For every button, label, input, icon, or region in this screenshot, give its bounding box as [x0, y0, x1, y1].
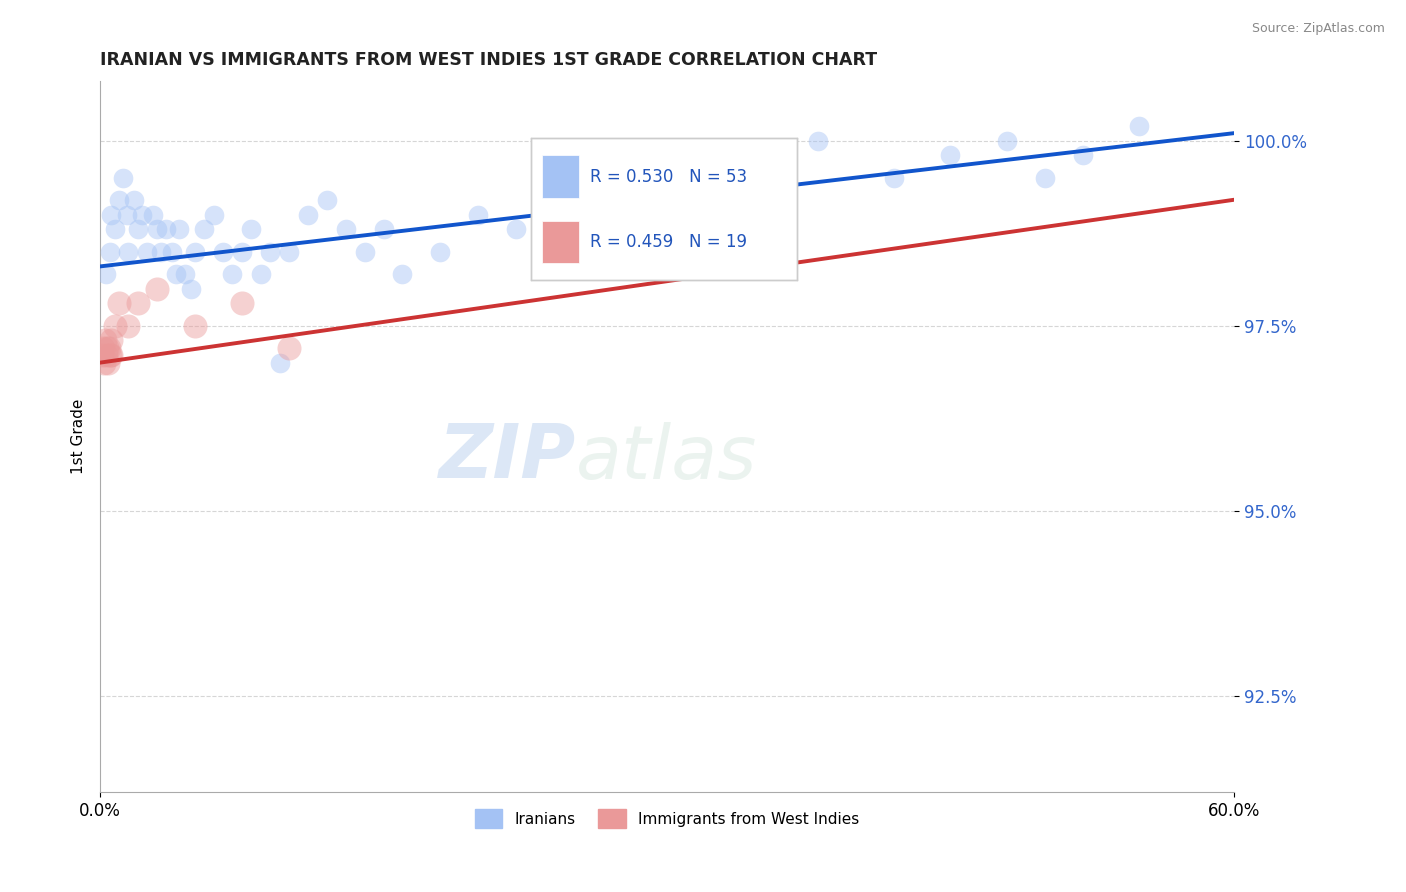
- Point: [100, 334, 122, 348]
- Point: [146, 282, 169, 296]
- Point: [91, 341, 114, 355]
- Point: [619, 170, 641, 185]
- Legend: Iranians, Immigrants from West Indies: Iranians, Immigrants from West Indies: [468, 803, 866, 834]
- Text: Source: ZipAtlas.com: Source: ZipAtlas.com: [1251, 22, 1385, 36]
- Point: [221, 267, 243, 281]
- Point: [117, 318, 139, 333]
- Point: [939, 148, 962, 162]
- Point: [122, 193, 145, 207]
- Point: [100, 208, 122, 222]
- Point: [353, 244, 375, 259]
- Point: [1033, 170, 1056, 185]
- Point: [231, 296, 253, 310]
- Text: ZIP: ZIP: [439, 422, 576, 494]
- Point: [297, 208, 319, 222]
- Point: [278, 244, 301, 259]
- Point: [315, 193, 337, 207]
- Point: [467, 208, 489, 222]
- Text: IRANIAN VS IMMIGRANTS FROM WEST INDIES 1ST GRADE CORRELATION CHART: IRANIAN VS IMMIGRANTS FROM WEST INDIES 1…: [100, 51, 877, 69]
- Point: [160, 244, 183, 259]
- Point: [93, 356, 115, 370]
- Point: [127, 296, 149, 310]
- Point: [505, 222, 527, 236]
- Point: [995, 134, 1018, 148]
- Point: [373, 222, 395, 236]
- Y-axis label: 1st Grade: 1st Grade: [72, 399, 86, 475]
- Point: [335, 222, 357, 236]
- Point: [131, 208, 153, 222]
- Point: [100, 348, 122, 362]
- Point: [94, 348, 117, 362]
- Point: [146, 222, 169, 236]
- Point: [180, 282, 202, 296]
- Point: [98, 348, 121, 362]
- Point: [98, 244, 121, 259]
- Point: [278, 341, 301, 355]
- Point: [183, 244, 205, 259]
- Point: [751, 148, 773, 162]
- Point: [174, 267, 197, 281]
- Point: [429, 244, 451, 259]
- Point: [97, 341, 120, 355]
- Point: [115, 208, 138, 222]
- Point: [231, 244, 253, 259]
- Point: [249, 267, 271, 281]
- Point: [212, 244, 235, 259]
- Point: [169, 222, 191, 236]
- Point: [94, 267, 117, 281]
- Point: [97, 356, 120, 370]
- Point: [136, 244, 159, 259]
- Point: [391, 267, 413, 281]
- Point: [165, 267, 187, 281]
- Point: [155, 222, 177, 236]
- Point: [883, 170, 905, 185]
- Point: [193, 222, 215, 236]
- Point: [259, 244, 281, 259]
- Point: [104, 318, 127, 333]
- Point: [807, 134, 830, 148]
- Point: [142, 208, 165, 222]
- Point: [693, 170, 716, 185]
- Point: [240, 222, 263, 236]
- Point: [561, 193, 583, 207]
- Text: atlas: atlas: [576, 422, 758, 494]
- Point: [1071, 148, 1094, 162]
- Point: [91, 348, 114, 362]
- Point: [94, 334, 117, 348]
- Point: [108, 296, 131, 310]
- Point: [127, 222, 149, 236]
- Point: [96, 341, 118, 355]
- Point: [111, 170, 134, 185]
- Point: [104, 222, 127, 236]
- Point: [117, 244, 139, 259]
- Point: [202, 208, 225, 222]
- Point: [183, 318, 205, 333]
- Point: [1128, 119, 1150, 133]
- Point: [655, 148, 678, 162]
- Point: [108, 193, 131, 207]
- Point: [269, 356, 291, 370]
- Point: [149, 244, 172, 259]
